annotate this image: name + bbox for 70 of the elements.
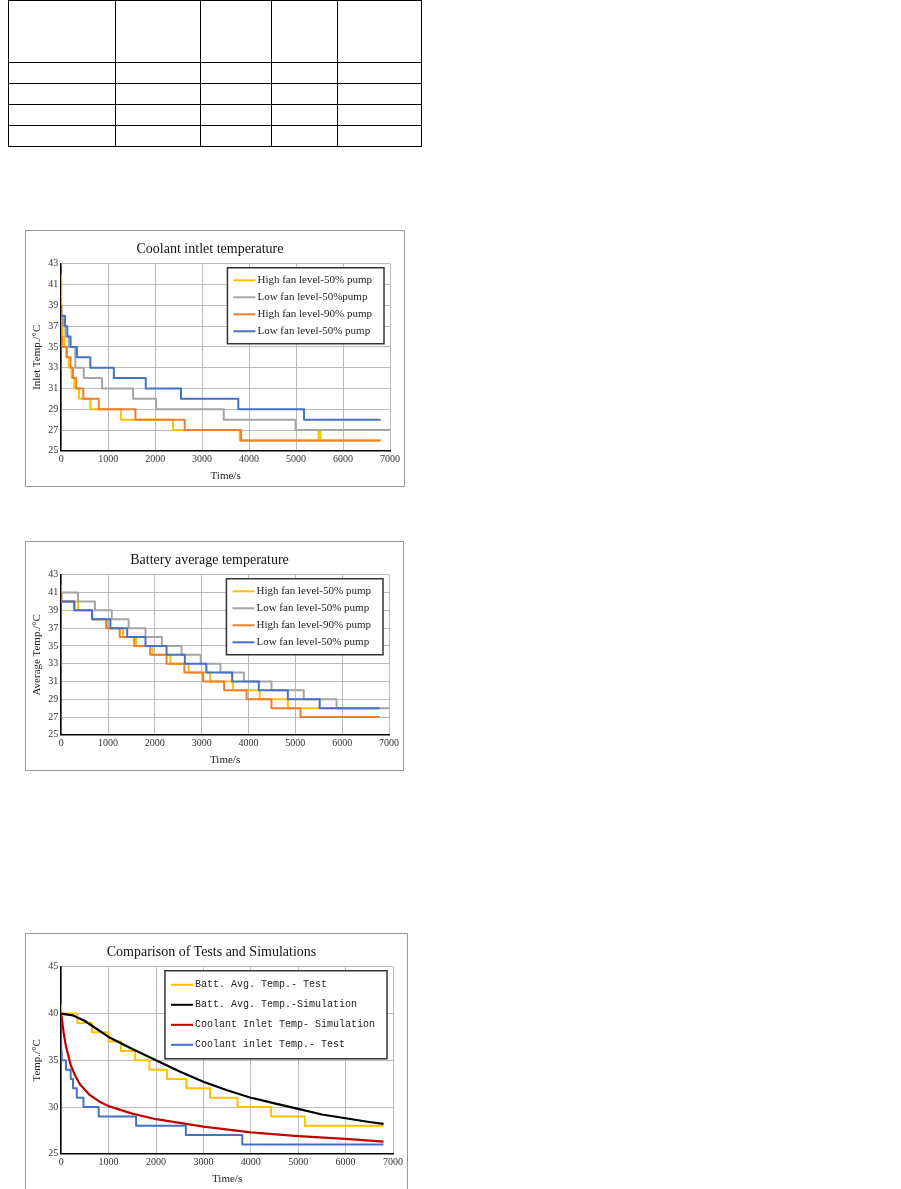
y-tick-label: 41 xyxy=(48,586,59,598)
y-tick-label: 39 xyxy=(48,298,59,310)
x-tick-label: 6000 xyxy=(332,737,353,749)
legend-label: Coolant Inlet Temp- Simulation xyxy=(194,1019,375,1031)
x-tick-label: 3000 xyxy=(191,737,212,749)
x-tick-label: 2000 xyxy=(145,453,166,465)
x-tick-label: 1000 xyxy=(98,453,119,465)
x-tick-label: 5000 xyxy=(286,453,307,465)
y-tick-label: 39 xyxy=(48,603,59,615)
x-tick-label: 4000 xyxy=(238,737,259,749)
x-tick-label: 7000 xyxy=(383,1156,403,1168)
legend-label: High fan level-90% pump xyxy=(256,618,372,631)
y-tick-label: 35 xyxy=(48,639,59,651)
y-tick-label: 27 xyxy=(48,710,59,722)
y-tick-label: 25 xyxy=(48,1147,59,1159)
y-tick-label: 29 xyxy=(48,692,59,704)
x-tick-label: 6000 xyxy=(333,453,354,465)
y-tick-label: 43 xyxy=(48,257,59,269)
y-tick-label: 33 xyxy=(48,361,59,373)
y-tick-label: 40 xyxy=(48,1007,59,1019)
x-tick-label: 5000 xyxy=(288,1156,309,1168)
y-tick-label: 35 xyxy=(48,340,59,352)
x-tick-label: 7000 xyxy=(379,737,399,749)
x-tick-label: 1000 xyxy=(98,1156,119,1168)
x-tick-label: 4000 xyxy=(239,453,260,465)
y-tick-label: 41 xyxy=(48,278,59,290)
y-tick-label: 25 xyxy=(48,728,59,740)
x-axis-title: Time/s xyxy=(210,753,241,766)
y-tick-label: 35 xyxy=(48,1053,59,1065)
y-tick-label: 27 xyxy=(48,423,59,435)
legend-label: Low fan level-50%pump xyxy=(257,290,368,303)
legend-label: Low fan level-50% pump xyxy=(256,601,370,614)
x-tick-label: 0 xyxy=(58,1156,64,1168)
x-tick-label: 0 xyxy=(58,453,64,465)
y-tick-label: 33 xyxy=(48,657,59,669)
x-tick-label: 3000 xyxy=(193,1156,214,1168)
legend-label: Batt. Avg. Temp.-Simulation xyxy=(194,999,357,1011)
y-tick-label: 31 xyxy=(48,675,59,687)
x-tick-label: 4000 xyxy=(240,1156,261,1168)
y-tick-label: 43 xyxy=(48,568,59,580)
x-tick-label: 1000 xyxy=(98,737,119,749)
x-axis-title: Time/s xyxy=(210,469,241,482)
y-axis-title: Temp./°C xyxy=(30,1039,43,1082)
y-tick-label: 45 xyxy=(48,960,59,972)
legend-label: High fan level-50% pump xyxy=(256,584,372,597)
x-tick-label: 2000 xyxy=(146,1156,166,1168)
legend-label: High fan level-50% pump xyxy=(257,273,373,286)
chart-title: Comparison of Tests and Simulations xyxy=(106,944,317,960)
y-tick-label: 25 xyxy=(48,444,59,456)
x-tick-label: 7000 xyxy=(380,453,400,465)
y-tick-label: 37 xyxy=(48,319,59,331)
x-tick-label: 3000 xyxy=(192,453,213,465)
x-tick-label: 0 xyxy=(58,737,64,749)
y-tick-label: 29 xyxy=(48,402,59,414)
legend-label: Batt. Avg. Temp.- Test xyxy=(194,979,327,991)
legend-label: High fan level-90% pump xyxy=(257,307,373,320)
chart-title: Battery average temperature xyxy=(130,552,289,568)
legend-label: Low fan level-50% pump xyxy=(257,324,371,337)
x-tick-label: 2000 xyxy=(144,737,165,749)
y-tick-label: 37 xyxy=(48,621,59,633)
legend-label: Coolant inlet Temp.- Test xyxy=(194,1039,345,1051)
y-tick-label: 31 xyxy=(48,382,59,394)
legend-label: Low fan level-50% pump xyxy=(256,635,370,648)
chart-title: Coolant intlet temperature xyxy=(136,241,284,257)
x-tick-label: 6000 xyxy=(335,1156,356,1168)
y-tick-label: 30 xyxy=(48,1100,59,1112)
x-axis-title: Time/s xyxy=(212,1172,243,1185)
x-tick-label: 5000 xyxy=(285,737,306,749)
y-axis-title: Average Temp./°C xyxy=(30,614,43,696)
y-axis-title: Inlet Temp./°C xyxy=(30,324,43,390)
